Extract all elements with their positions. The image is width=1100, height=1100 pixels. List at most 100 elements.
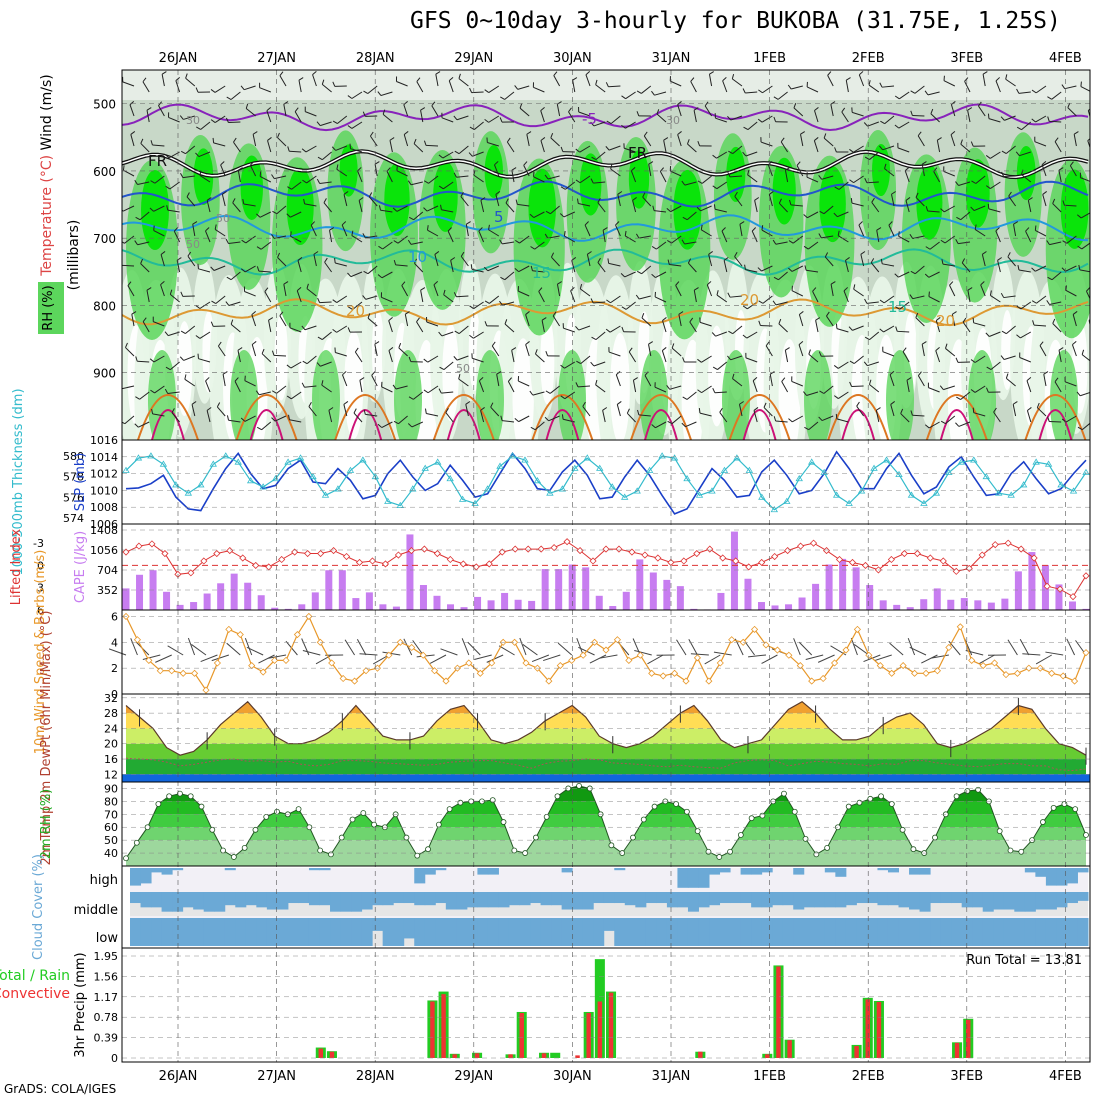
wind-barb-flag — [544, 174, 549, 180]
wind-barb-flag — [637, 409, 640, 415]
wind-barb-flag — [389, 137, 395, 141]
wind-barb-flag — [134, 423, 139, 428]
wind-barb-flag — [949, 281, 954, 286]
thickness-point — [558, 485, 567, 492]
wind-barb — [321, 84, 332, 93]
wind-barb — [928, 271, 940, 278]
li-point — [122, 548, 130, 556]
wind-barb — [396, 205, 408, 212]
wind-barb — [958, 421, 971, 427]
wind-barb — [495, 194, 500, 207]
wind-barb — [617, 194, 621, 207]
wind-barb-flag — [164, 331, 169, 336]
wind-barb — [654, 91, 667, 96]
cloud-cell — [1056, 868, 1068, 886]
wind-barb-flag — [793, 103, 797, 109]
wind-barb — [1036, 295, 1047, 304]
wind-barb — [790, 204, 803, 207]
cape-bar — [798, 597, 806, 610]
wind-barb — [401, 285, 409, 297]
cape-bar — [1068, 601, 1076, 610]
rh-point — [187, 793, 194, 800]
wind-barb-flag — [317, 336, 323, 340]
wind-barb-flag — [279, 71, 284, 76]
cloud-cell — [508, 892, 521, 906]
wind-barb — [471, 91, 484, 94]
wind-barb — [610, 115, 621, 124]
wind-barb-flag — [906, 377, 912, 381]
cape-bar — [1001, 598, 1009, 610]
wind-barb-flag — [662, 347, 667, 351]
cloud-cell — [340, 892, 352, 912]
cloud-cell — [445, 918, 457, 946]
wind-barb — [289, 327, 302, 333]
cloud-cell — [782, 892, 794, 906]
wind10-barb — [191, 644, 207, 656]
wind-barb — [1069, 165, 1077, 177]
wind-barb-flag — [192, 221, 198, 225]
wind-barb-flag — [453, 356, 458, 361]
wind-barb — [760, 141, 773, 147]
li-point — [550, 544, 558, 552]
wind-barb-flag — [595, 379, 598, 385]
thickness-point — [1007, 491, 1015, 498]
wind-barb-flag — [902, 347, 907, 352]
cloud-cell — [224, 892, 236, 906]
wind-barb — [866, 181, 879, 184]
day-label-top: 2FEB — [852, 51, 885, 66]
cloud-cell — [172, 868, 184, 871]
wind-barb — [266, 110, 272, 123]
wind-barb-flag — [870, 258, 875, 263]
wind-barb — [289, 419, 302, 423]
wind-barb-flag — [354, 347, 359, 353]
wind10-point — [1013, 669, 1021, 677]
precip-legend-total: Total / Rain — [0, 968, 70, 984]
wind-barb — [186, 196, 196, 207]
rh-point — [230, 854, 237, 860]
wind-barb — [1049, 420, 1062, 423]
wind-barb — [538, 291, 545, 303]
wind-barb — [671, 235, 682, 244]
wind-barb — [160, 284, 165, 297]
wind-barb-flag — [377, 91, 382, 96]
wind-barb-flag — [283, 281, 289, 285]
wind10-point — [853, 625, 861, 633]
wind-barb-flag — [739, 221, 745, 225]
wind-barb — [580, 355, 591, 364]
wind-barb — [616, 404, 621, 417]
wind-barb — [800, 134, 804, 147]
wind-barb — [511, 350, 515, 363]
wind-barb — [1052, 323, 1062, 333]
cloud-cell — [856, 918, 868, 946]
wind-barb-flag — [329, 227, 335, 231]
wind-barb-flag — [985, 185, 991, 189]
wind-barb — [967, 110, 971, 123]
wind-barb-flag — [818, 416, 823, 421]
wind-barb — [708, 254, 713, 267]
wind-barb-flag — [803, 245, 809, 250]
cape-bar — [298, 604, 306, 610]
precip-tick-label: 0 — [111, 1052, 118, 1065]
wind-barb — [973, 322, 986, 327]
cloud-cell — [919, 868, 931, 875]
cloud-cell — [666, 892, 678, 908]
wind-barb-flag — [617, 191, 623, 195]
isotherm-freezing-inner — [122, 150, 1089, 178]
temp-base-band — [122, 774, 1090, 782]
wind-barb-flag — [264, 287, 269, 292]
wind-barb — [807, 241, 819, 250]
wind-barb — [935, 320, 941, 333]
cloud-ylabel-part: Cloud Cover (%) — [31, 854, 46, 960]
wind-barb-flag — [550, 252, 555, 258]
wind-barb — [630, 170, 637, 183]
wind-barb-flag — [388, 347, 394, 351]
wind-barb — [791, 380, 803, 387]
wind-barb-flag — [971, 180, 977, 184]
wind-barb-flag — [173, 227, 179, 232]
cloud-cell — [287, 918, 299, 946]
wind-barb-flag — [849, 179, 854, 184]
cloud-cell — [835, 868, 847, 877]
cloud-cell — [361, 918, 373, 946]
li-point — [239, 554, 247, 562]
thickness-point — [147, 452, 155, 459]
